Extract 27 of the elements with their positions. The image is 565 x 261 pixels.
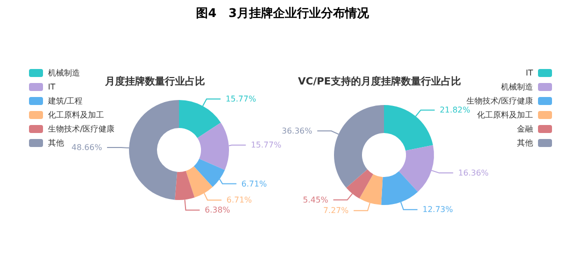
legend-label: 建筑/工程 bbox=[47, 96, 83, 106]
data-label: 12.73% bbox=[422, 205, 454, 214]
data-label: 7.27% bbox=[323, 206, 350, 216]
legend-label: 金融 bbox=[517, 124, 533, 134]
data-label: 6.71% bbox=[226, 196, 252, 205]
legend-label: 化工原料及加工 bbox=[48, 110, 104, 120]
data-label: 6.71% bbox=[241, 179, 268, 188]
legend-label: IT bbox=[526, 68, 534, 78]
legend-label: 生物技术/医疗健康 bbox=[466, 96, 533, 106]
text: 月度挂牌数量行业占比 bbox=[104, 76, 205, 88]
data-label: 21.82% bbox=[440, 106, 471, 115]
legend-label: 其他 bbox=[48, 138, 64, 148]
data-label: 15.77% bbox=[226, 94, 256, 104]
legend-label: IT bbox=[48, 82, 56, 92]
text: 图4 3月挂牌企业行业分布情况 bbox=[195, 5, 370, 22]
legend-label: 机械制造 bbox=[501, 82, 533, 92]
legend-label: 机械制造 bbox=[48, 68, 80, 78]
data-label: 15.77% bbox=[250, 140, 282, 150]
text: VC/PE支持的月度挂牌数量行业占比 bbox=[298, 76, 461, 88]
legend-label: 其他 bbox=[517, 138, 533, 148]
data-label: 16.36% bbox=[458, 168, 490, 178]
data-label: 5.45% bbox=[302, 195, 329, 204]
data-label: 48.66% bbox=[72, 143, 102, 152]
legend-label: 化工原料及加工 bbox=[477, 110, 533, 120]
legend-label: 生物技术/医疗健康 bbox=[48, 124, 115, 134]
data-label: 6.38% bbox=[204, 206, 231, 215]
data-label: 36.36% bbox=[282, 126, 313, 136]
